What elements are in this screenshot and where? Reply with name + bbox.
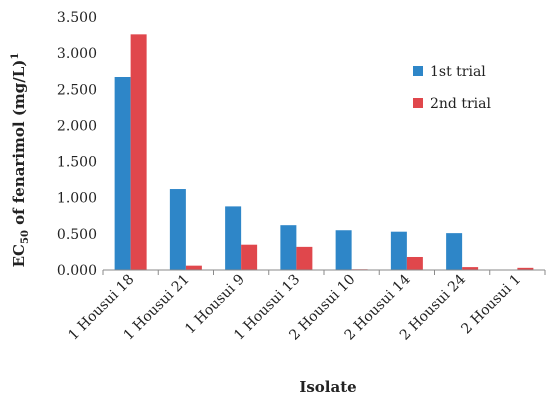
bars [114,34,534,270]
bar-2nd-trial [406,256,423,270]
legend-swatch-2nd-trial [413,98,423,108]
y-axis-title-main: EC [10,244,28,267]
y-tick-label: 2.500 [57,82,97,98]
y-axis-title: EC50 of fenarimol (mg/L)1 [10,53,31,268]
y-tick-label: 1.500 [57,155,97,171]
legend-label-1st-trial: 1st trial [430,64,486,80]
bar-2nd-trial [130,34,147,270]
bar-1st-trial [114,76,131,270]
y-tick-label: 3.500 [57,10,97,26]
bar-1st-trial [335,230,352,270]
bar-1st-trial [169,189,186,270]
y-axis-title-superscript: 1 [10,53,21,60]
x-axis-title: Isolate [299,378,356,396]
bar-2nd-trial [185,265,202,270]
y-tick-label: 1.000 [57,191,97,207]
bar-2nd-trial [296,246,313,270]
bar-1st-trial [390,231,407,270]
bar-1st-trial [225,206,242,270]
x-category-labels: 1 Housui 181 Housui 211 Housui 91 Housui… [65,271,524,343]
bar-1st-trial [280,225,297,270]
bar-1st-trial [446,233,463,270]
legend-label-2nd-trial: 2nd trial [430,96,491,112]
y-tick-labels: 0.000 0.500 1.000 1.500 2.000 2.500 3.000 3.500 [57,10,97,279]
legend-swatch-1st-trial [413,66,423,76]
legend: 1st trial 2nd trial [413,64,491,112]
bar-2nd-trial [517,267,534,270]
x-tick-marks [102,270,546,275]
bar-2nd-trial [462,267,479,270]
y-tick-label: 2.000 [57,118,97,134]
y-tick-label: 0.500 [57,227,97,243]
y-axis-title-rest: of fenarimol (mg/L) [10,60,28,231]
y-axis-title-subscript: 50 [20,230,31,244]
bar-2nd-trial [241,244,258,270]
y-tick-label: 0.000 [57,263,97,279]
y-tick-label: 3.000 [57,46,97,62]
x-category-label: 2 Housui 1 [458,272,524,338]
